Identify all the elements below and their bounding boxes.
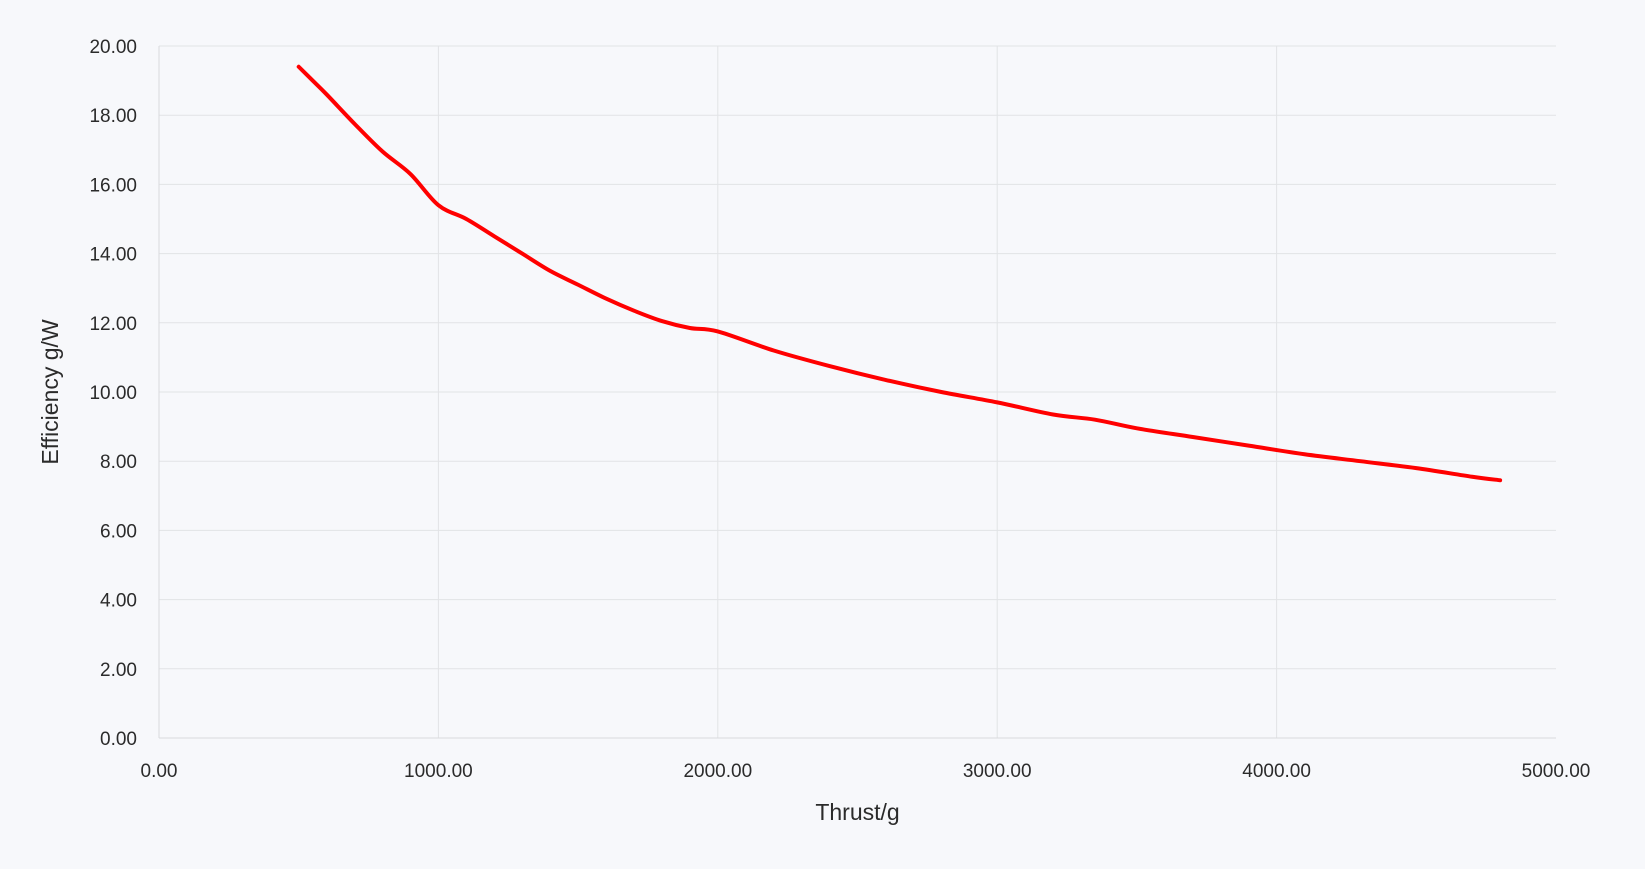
x-tick-label: 1000.00 <box>404 761 473 782</box>
axes <box>158 46 1556 739</box>
x-axis-title: Thrust/g <box>815 799 899 825</box>
y-tick-label: 4.00 <box>100 591 137 612</box>
x-tick-label: 5000.00 <box>1522 761 1591 782</box>
x-tick-label: 2000.00 <box>683 761 752 782</box>
y-tick-label: 2.00 <box>100 660 137 681</box>
efficiency-series-line <box>296 64 1503 483</box>
y-axis-title: Efficiency g/W <box>37 319 63 465</box>
x-tick-label: 0.00 <box>141 761 178 782</box>
y-tick-label: 6.00 <box>100 521 137 542</box>
x-tick-label: 4000.00 <box>1242 761 1311 782</box>
y-tick-label: 12.00 <box>89 314 137 335</box>
y-tick-label: 20.00 <box>89 37 137 58</box>
y-tick-label: 18.00 <box>89 106 137 127</box>
x-tick-label: 3000.00 <box>963 761 1032 782</box>
series <box>296 64 1503 483</box>
y-tick-label: 8.00 <box>100 452 137 473</box>
y-tick-label: 0.00 <box>100 729 137 750</box>
y-tick-label: 16.00 <box>89 175 137 196</box>
tick-labels: 0.00 2.00 4.00 6.00 8.00 10.00 12.00 14.00 16.00… <box>89 37 1590 782</box>
y-tick-label: 14.00 <box>89 245 137 266</box>
y-tick-label: 10.00 <box>89 383 137 404</box>
grid <box>159 45 1556 738</box>
